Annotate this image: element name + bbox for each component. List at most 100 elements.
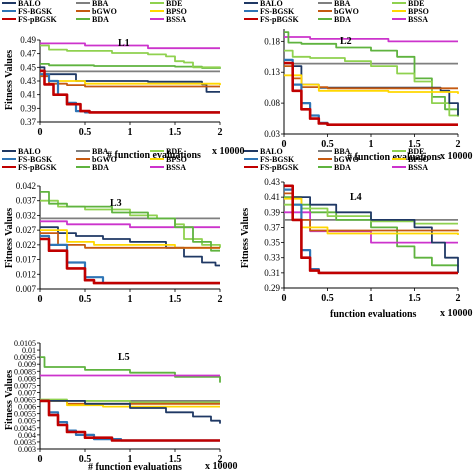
series-line-bGWO (40, 232, 220, 249)
x-tick-label: 2 (218, 294, 223, 305)
series-line-FS-pBGSK (284, 184, 458, 275)
series-line-BPSO (284, 74, 459, 94)
x-tick-label: 0 (38, 454, 43, 465)
legend-label: BALO (18, 147, 41, 156)
y-tick-label: 0.0095 (14, 353, 36, 362)
chart-panels: 0.37 0.39 0.41 0.43 0.45 0.47 0.49 0 0.5 1 1.5 2 L1 #… (4, 29, 473, 473)
y-tick-label: 0.31 (264, 268, 280, 278)
legend-label: FS-pBGSK (18, 15, 57, 24)
chart-title: L2 (340, 36, 352, 47)
y-tick-label: 0.29 (264, 283, 280, 293)
x-axis-label: function evaluations (330, 309, 417, 320)
legend-mid: BALO BBA BDE FS-BGSK bGWO BPSO FS-pBGSK BDA BSSA (244, 0, 429, 24)
legend-label: BSSA (408, 15, 428, 24)
y-tick-label: 0.39 (20, 103, 36, 113)
legend-label: BDA (334, 163, 351, 172)
y-tick-label: 0.41 (20, 90, 36, 100)
x-tick-label: 1.5 (408, 139, 421, 150)
y-tick-label: 0.027 (16, 225, 37, 235)
y-tick-label: 0.012 (16, 269, 36, 279)
legend-label: BDA (92, 15, 109, 24)
series-line-FS-pBGSK (40, 69, 220, 114)
x-tick-label: 0 (282, 139, 287, 150)
y-axis-label: Fitness Values (4, 370, 15, 430)
y-tick-label: 0.18 (264, 36, 280, 46)
legend-label: BDE (408, 0, 424, 8)
series-line-FS-pBGSK (40, 237, 220, 285)
legend-label: BALO (18, 0, 41, 8)
x-tick-label: 1 (128, 294, 133, 305)
y-tick-label: 0.007 (16, 284, 37, 294)
y-tick-label: 0.037 (16, 196, 37, 206)
legend-label: BSSA (166, 15, 186, 24)
y-tick-label: 0.0075 (14, 381, 36, 390)
legend-label: bGWO (92, 155, 117, 164)
x-tick-label: 1.5 (169, 294, 182, 305)
legend-label: bGWO (334, 155, 359, 164)
x-tick-label: 1 (128, 454, 133, 465)
series-line-BALO (40, 226, 220, 267)
panel-L5: 0.0030.00350.0040.00450.0050.00550.0060.… (4, 339, 238, 473)
legend-label: bGWO (334, 7, 359, 16)
x-multiplier-label: x 10000 (440, 151, 473, 162)
x-tick-label: 2 (456, 293, 461, 304)
x-tick-label: 2 (218, 127, 223, 138)
legend-label: BALO (260, 0, 283, 8)
legend-label: FS-BGSK (18, 7, 53, 16)
x-multiplier-label: x 10000 (212, 146, 245, 157)
y-tick-label: 0.008 (18, 374, 36, 383)
series-line-BPSO (284, 197, 459, 235)
legend-label: BSSA (166, 163, 186, 172)
legend-label: FS-pBGSK (260, 163, 299, 172)
y-axis-label: Fitness Values (4, 208, 15, 268)
y-tick-label: 0.43 (264, 177, 280, 187)
series-line-BSSA (40, 42, 220, 50)
y-tick-label: 0.0085 (14, 367, 36, 376)
x-tick-label: 2 (218, 454, 223, 465)
y-tick-label: 0.004 (18, 431, 36, 440)
x-tick-label: 0 (282, 293, 287, 304)
y-tick-label: 0.005 (18, 417, 36, 426)
chart-title: L3 (110, 198, 122, 209)
y-tick-label: 0.0035 (14, 438, 36, 447)
y-tick-label: 0.33 (264, 253, 280, 263)
x-tick-label: 0.5 (79, 127, 92, 138)
series-line-BDE (40, 398, 220, 404)
y-tick-label: 0.37 (264, 222, 280, 232)
y-tick-label: 0.032 (16, 210, 36, 220)
x-tick-label: 0 (38, 294, 43, 305)
legend-label: BALO (260, 147, 283, 156)
legend-label: BDE (408, 147, 424, 156)
legend-row-3: BALO BBA BDE FS-BGSK bGWO BPSO FS-pBGSK BDA BSSA (2, 147, 187, 172)
y-tick-label: 0.022 (16, 240, 36, 250)
y-tick-label: 0.39 (264, 207, 280, 217)
legend-label: FS-BGSK (260, 7, 295, 16)
y-tick-label: 0.47 (20, 49, 36, 59)
y-axis-label: Fitness Values (4, 50, 15, 110)
legend-label: FS-BGSK (260, 155, 295, 164)
series-line-FS-pBGSK (40, 399, 220, 442)
series-line-BALO (40, 400, 221, 424)
legend-label: BPSO (408, 7, 429, 16)
y-axis-label: Fitness Values (240, 208, 251, 268)
y-tick-label: 0.0065 (14, 396, 36, 405)
y-tick-label: 0.37 (20, 117, 36, 127)
panel-L1: 0.37 0.39 0.41 0.43 0.45 0.47 0.49 0 0.5 1 1.5 2 L1 #… (4, 35, 245, 161)
legend-label: BDA (92, 163, 109, 172)
legend-label: BBA (92, 147, 109, 156)
x-tick-label: 0.5 (79, 454, 92, 465)
legend-label: BSSA (408, 163, 428, 172)
legend-label: BPSO (408, 155, 429, 164)
x-axis-label: # function evaluations (107, 150, 201, 161)
chart-title: L4 (350, 192, 362, 203)
y-tick-label: 0.13 (264, 67, 280, 77)
y-tick-label: 0.042 (16, 181, 36, 191)
series-line-BDE (40, 44, 221, 69)
x-tick-label: 1.5 (169, 127, 182, 138)
panel-L2: 0.03 0.08 0.13 0.18 0 0.5 1 1.5 2 L2 # function ev… (264, 29, 473, 163)
y-tick-label: 0.43 (20, 76, 36, 86)
series-line-FS-BGSK (40, 73, 220, 114)
x-tick-label: 2 (456, 139, 461, 150)
legend-label: BBA (334, 0, 351, 8)
series-line-FS-BGSK (40, 399, 220, 442)
